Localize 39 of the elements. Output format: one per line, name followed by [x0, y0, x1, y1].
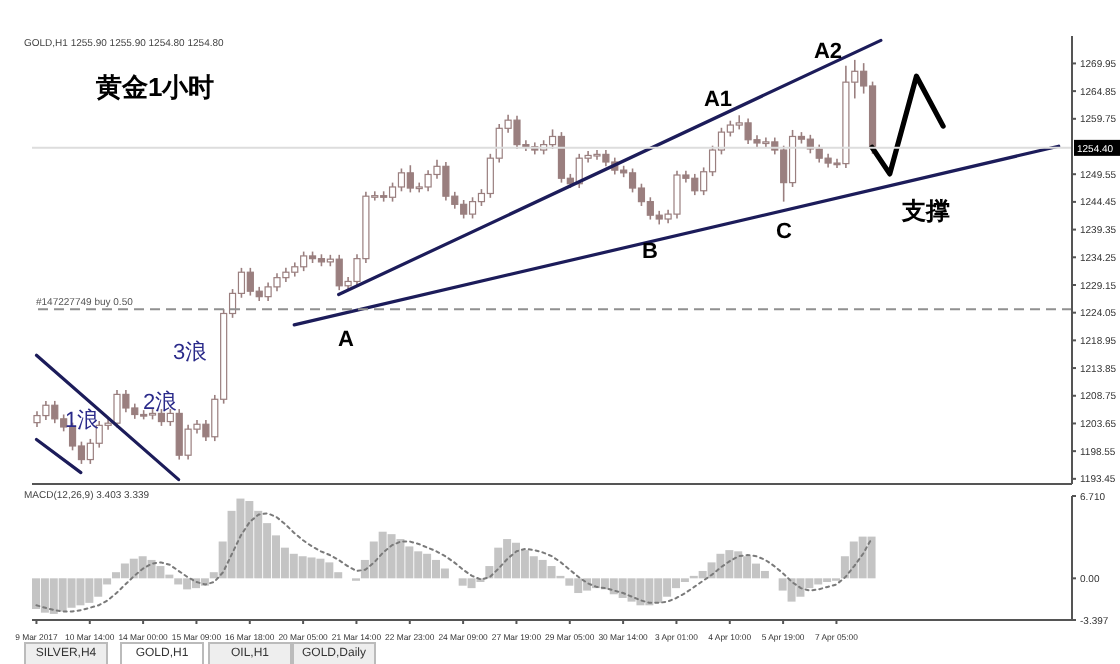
annotation: 3浪: [172, 338, 208, 367]
bar: [627, 578, 636, 602]
annotation: 2浪: [142, 388, 178, 417]
bar: [67, 578, 76, 608]
text: 黄金1小时: [96, 70, 215, 106]
bar: [867, 536, 876, 579]
bar: [440, 568, 449, 579]
bar: [236, 498, 245, 579]
bar: [760, 570, 769, 579]
bar: [396, 539, 405, 579]
annotation: 支撑: [902, 195, 950, 229]
bar: [307, 557, 316, 579]
bar: [547, 566, 556, 579]
line-series: [35, 512, 873, 613]
bar: [716, 553, 725, 579]
bar: [787, 578, 796, 602]
line-series: [869, 73, 946, 177]
bar: [565, 578, 574, 586]
bar: [147, 559, 156, 579]
bar: [387, 534, 396, 579]
annotation: B: [642, 240, 658, 265]
annotation: C: [776, 219, 792, 244]
annotation: A1: [703, 87, 733, 112]
bar: [467, 578, 476, 589]
bar: [796, 578, 805, 597]
candlestick: [628, 167, 637, 194]
bar: [316, 558, 325, 579]
bar: [174, 578, 183, 585]
bar: [76, 578, 85, 606]
bar: [707, 562, 716, 579]
bar: [636, 578, 645, 606]
annotation: A: [338, 327, 354, 352]
candlestick: [468, 196, 477, 220]
bar: [156, 566, 165, 579]
candlestick: [397, 167, 406, 193]
candlestick: [557, 131, 566, 184]
candlestick: [788, 129, 797, 188]
annotation: 1浪: [64, 406, 100, 435]
annotation: A2: [813, 39, 843, 64]
